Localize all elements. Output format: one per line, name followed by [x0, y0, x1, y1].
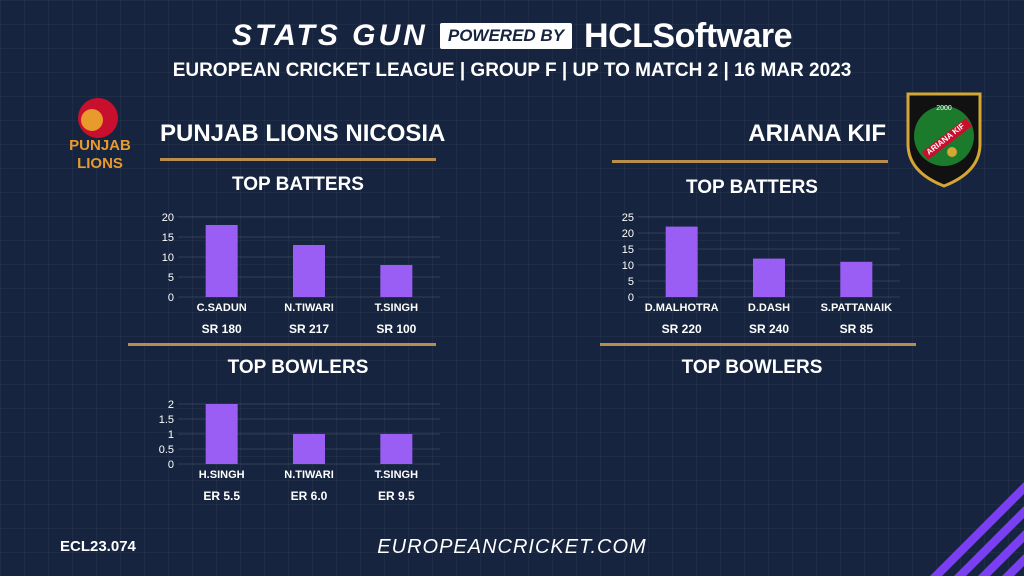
y-tick-label: 15: [622, 244, 634, 256]
powered-by-badge: POWERED BY: [439, 23, 573, 49]
ariana-kif-logo: 2000 ARIANA KIF: [906, 92, 982, 188]
left-top-batters-title: TOP BATTERS: [232, 174, 364, 195]
badge-sash-icon: [922, 118, 972, 160]
stat-label: SR 180: [202, 322, 242, 336]
right-team-name: ARIANA KIF: [748, 120, 886, 147]
y-tick-label: 1.5: [159, 414, 174, 426]
stat-label: SR 85: [840, 322, 874, 336]
category-label: D.DASH: [748, 302, 790, 314]
y-tick-label: 10: [622, 260, 634, 272]
bar-t-singh: [380, 265, 413, 297]
y-tick-label: 15: [162, 232, 174, 244]
y-tick-label: 2: [168, 399, 174, 411]
sponsor-name: HCLSoftware: [584, 16, 793, 55]
left-bowlers-chart: 0 0.5 1 1.5 2 H.SINGH ER 5.5 N.TIWARI ER 6.0 T.SI…: [159, 399, 440, 503]
stat-label: SR 240: [749, 322, 789, 336]
category-label: D.MALHOTRA: [645, 302, 719, 314]
bar-c-sadun: [205, 225, 238, 297]
stat-label: SR 100: [376, 322, 416, 336]
bar-t-singh: [380, 434, 413, 464]
bar-n-tiwari: [293, 434, 325, 464]
bar-d-malhotra: [665, 226, 698, 297]
y-tick-label: 0: [628, 292, 634, 304]
category-label: T.SINGH: [375, 469, 418, 481]
brand-header: STATS GUN POWERED BY HCLSoftware: [0, 14, 1024, 58]
graphic-code: ECL23.074: [60, 538, 136, 555]
y-tick-label: 0.5: [159, 444, 174, 456]
left-team-name: PUNJAB LIONS NICOSIA: [160, 120, 446, 147]
left-team-divider: [160, 158, 436, 161]
left-batters-chart: 0 5 10 15 20 C.SADUN SR 180 N.TIWARI SR 217 T.SIN…: [162, 212, 440, 336]
category-label: C.SADUN: [197, 302, 247, 314]
stat-label: SR 220: [662, 322, 702, 336]
logo-text-line-2: LIONS: [77, 155, 123, 172]
decorative-stripes: [930, 482, 1024, 576]
logo-text-line-1: PUNJAB: [69, 137, 131, 154]
right-top-batters-title: TOP BATTERS: [686, 177, 818, 198]
stat-label: SR 217: [289, 322, 329, 336]
lion-face-icon: [81, 109, 103, 131]
y-tick-label: 5: [168, 272, 174, 284]
right-batters-chart: 0 5 10 15 20 25 D.MALHOTRA SR 220 D.DASH SR 240 S.…: [622, 212, 900, 336]
y-tick-label: 20: [622, 228, 634, 240]
bar-n-tiwari: [293, 245, 325, 297]
y-tick-label: 10: [162, 252, 174, 264]
stat-label: ER 6.0: [291, 489, 328, 503]
y-tick-label: 20: [162, 212, 174, 224]
logo-year: 2000: [936, 105, 952, 112]
category-label: N.TIWARI: [284, 302, 334, 314]
bar-h-singh: [205, 404, 238, 464]
stat-label: ER 5.5: [203, 489, 240, 503]
left-top-bowlers-title: TOP BOWLERS: [227, 357, 369, 378]
category-label: N.TIWARI: [284, 469, 334, 481]
right-section-divider: [600, 343, 916, 346]
website-link[interactable]: EUROPEANCRICKET.COM: [377, 536, 647, 558]
y-tick-label: 5: [628, 276, 634, 288]
page-subtitle: EUROPEAN CRICKET LEAGUE | GROUP F | UP T…: [172, 60, 852, 81]
y-tick-label: 1: [168, 429, 174, 441]
right-team-divider: [612, 160, 888, 163]
category-label: T.SINGH: [375, 302, 418, 314]
category-label: H.SINGH: [199, 469, 245, 481]
stat-label: ER 9.5: [378, 489, 415, 503]
ball-icon: [947, 147, 957, 157]
right-top-bowlers-title: TOP BOWLERS: [681, 357, 823, 378]
y-tick-label: 25: [622, 212, 634, 224]
category-label: S.PATTANAIK: [821, 302, 893, 314]
brand-name: STATS GUN: [231, 19, 428, 52]
left-section-divider: [128, 343, 436, 346]
y-tick-label: 0: [168, 459, 174, 471]
bar-s-pattanaik: [840, 261, 873, 297]
punjab-lions-logo: PUNJAB LIONS: [69, 98, 131, 172]
bar-d-dash: [753, 258, 785, 297]
y-tick-label: 0: [168, 292, 174, 304]
